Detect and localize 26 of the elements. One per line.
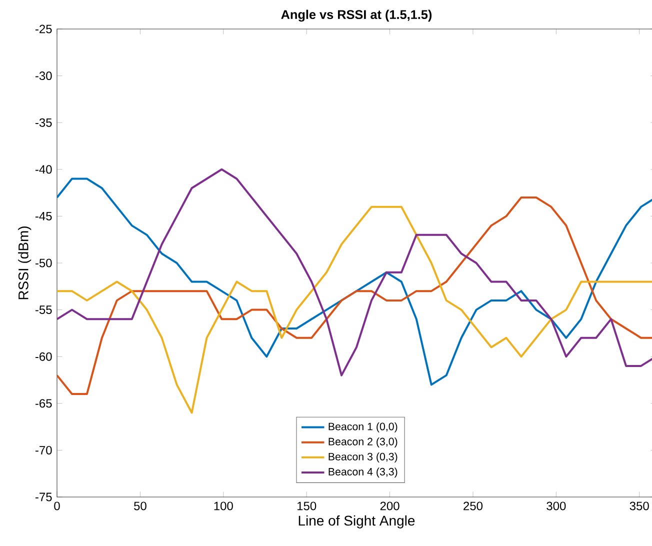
y-tick-label: -60: [35, 352, 52, 361]
legend-label: Beacon 2 (3,0): [328, 438, 398, 448]
x-tick-label: 250: [464, 502, 483, 510]
y-tick-label: -55: [35, 306, 52, 314]
y-tick-label: -25: [35, 24, 52, 34]
legend-label: Beacon 4 (3,3): [328, 468, 398, 478]
x-tick-label: 150: [297, 502, 316, 510]
x-tick-label: 100: [214, 502, 233, 510]
x-axis-title: Line of Sight Angle: [298, 515, 415, 528]
y-tick-label: -30: [35, 72, 52, 80]
x-tick-label: 350: [630, 502, 649, 510]
y-tick-label: -50: [35, 258, 52, 268]
y-tick-label: -75: [35, 492, 52, 502]
y-tick-label: -45: [35, 212, 52, 220]
chart-title: Angle vs RSSI at (1.5,1.5): [281, 10, 432, 22]
x-tick-label: 300: [546, 502, 566, 510]
y-tick-label: -35: [35, 118, 52, 127]
y-axis-title: RSSI (dBm): [18, 226, 32, 300]
y-tick-label: -40: [35, 165, 52, 174]
y-tick-label: -65: [35, 399, 52, 408]
x-tick-label: 50: [134, 502, 146, 510]
legend-label: Beacon 3 (0,3): [328, 452, 398, 463]
legend-label: Beacon 1 (0,0): [328, 422, 398, 432]
x-tick-label: 200: [380, 502, 400, 510]
x-tick-label: 0: [54, 502, 60, 510]
y-tick-label: -70: [35, 446, 52, 454]
